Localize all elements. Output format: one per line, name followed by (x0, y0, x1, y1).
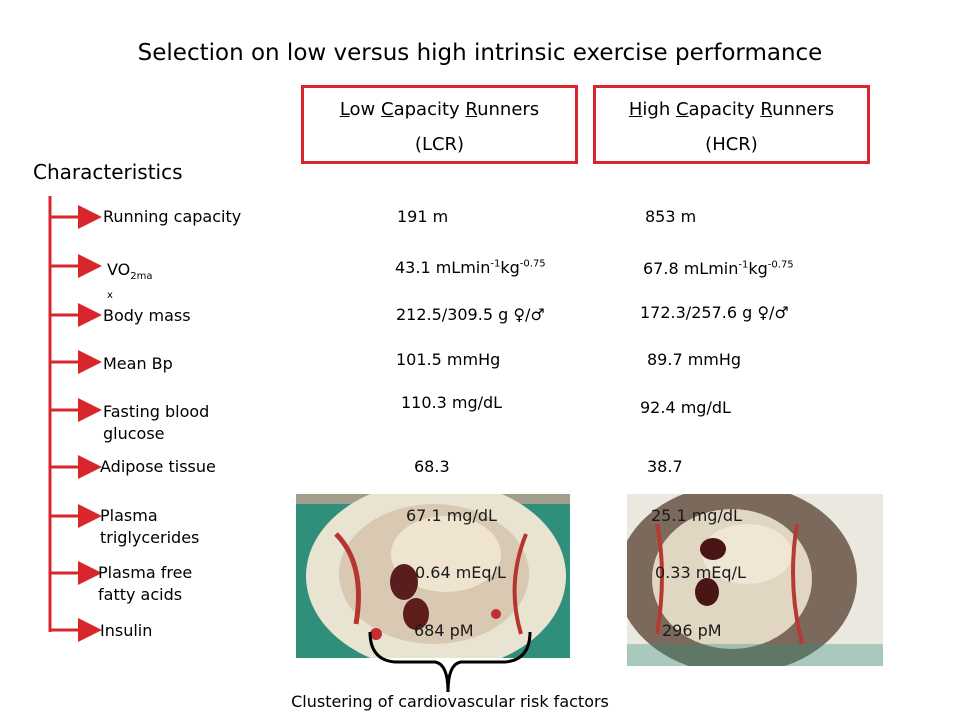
lcr-body-mass: 212.5/309.5 g ♀/♂ (396, 305, 545, 324)
cluster-caption: Clustering of cardiovascular risk factor… (291, 692, 609, 711)
hcr-insulin: 296 pM (662, 621, 722, 640)
lcr-ffa: 0.64 mEq/L (415, 563, 506, 582)
lcr-fasting-glucose: 110.3 mg/dL (401, 393, 503, 412)
characteristics-heading: Characteristics (33, 160, 183, 184)
label-body-mass: Body mass (103, 306, 191, 325)
lcr-adipose: 68.3 (414, 457, 450, 476)
label-running-capacity: Running capacity (103, 207, 242, 226)
hcr-triglycerides: 25.1 mg/dL (651, 506, 742, 525)
label-fasting-glucose: Fasting blood glucose (103, 402, 210, 443)
label-insulin: Insulin (100, 621, 153, 640)
lcr-title: Low Capacity Runners (339, 99, 540, 120)
hcr-adipose: 38.7 (647, 457, 683, 476)
hcr-abbr: (HCR) (705, 134, 758, 155)
hcr-mean-bp: 89.7 mmHg (647, 350, 742, 369)
hcr-ffa: 0.33 mEq/L (655, 563, 746, 582)
lcr-triglycerides: 67.1 mg/dL (406, 506, 497, 525)
hcr-running-capacity: 853 m (645, 207, 697, 226)
lcr-rat-photo (296, 494, 570, 658)
lcr-header-box: Low Capacity Runners (LCR) (301, 85, 578, 164)
lcr-running-capacity: 191 m (397, 207, 449, 226)
hcr-header-box: High Capacity Runners (HCR) (593, 85, 870, 164)
hcr-rat-photo-art (627, 494, 883, 666)
cluster-brace (368, 631, 532, 693)
label-mean-bp: Mean Bp (103, 354, 173, 373)
hcr-body-mass: 172.3/257.6 g ♀/♂ (640, 303, 789, 322)
hcr-vo2max: 67.8 mLmin-1kg-0.75 (643, 259, 794, 278)
lcr-vo2max: 43.1 mLmin-1kg-0.75 (395, 258, 546, 277)
lcr-rat-photo-art (296, 494, 570, 658)
lcr-insulin: 684 pM (414, 621, 474, 640)
lcr-abbr: (LCR) (414, 134, 465, 155)
label-vo2max: VO2ma (107, 260, 153, 283)
label-adipose-tissue: Adipose tissue (100, 457, 216, 476)
hcr-rat-photo (627, 494, 883, 666)
label-plasma-triglycerides: Plasma triglycerides (100, 506, 200, 547)
hcr-fasting-glucose: 92.4 mg/dL (640, 398, 731, 417)
hcr-title: High Capacity Runners (628, 99, 835, 120)
label-plasma-ffa: Plasma free fatty acids (98, 563, 193, 604)
lcr-mean-bp: 101.5 mmHg (396, 350, 501, 369)
page-title: Selection on low versus high intrinsic e… (137, 40, 823, 66)
label-vo2max-x: x (107, 290, 113, 301)
